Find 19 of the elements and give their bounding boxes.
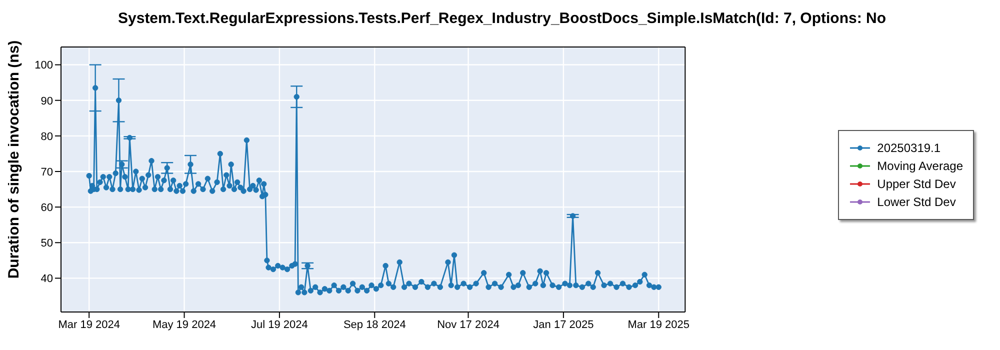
x-tick-label: Sep 18 2024 [343, 318, 406, 331]
legend-label: Moving Average [877, 159, 963, 173]
x-tick-label: Mar 19 2024 [58, 318, 120, 331]
y-tick-label: 60 [40, 202, 53, 214]
chart-title: System.Text.RegularExpressions.Tests.Perf_Regex_Industry_BoostDocs_Simple.IsMatch(Id: 7, Options: No [118, 10, 886, 27]
x-tick-label: Jan 17 2025 [533, 318, 594, 331]
x-tick-label: May 19 2024 [152, 318, 216, 331]
y-tick-label: 70 [40, 166, 53, 178]
x-tick-label: Mar 19 2025 [628, 318, 690, 331]
y-tick-label: 90 [40, 95, 53, 108]
x-tick-label: Jul 19 2024 [251, 318, 308, 331]
legend-label: Upper Std Dev [877, 177, 956, 191]
legend-label: Lower Std Dev [877, 195, 956, 209]
x-tick-label: Nov 17 2024 [437, 318, 500, 331]
legend-label: 20250319.1 [877, 141, 941, 155]
y-tick-label: 50 [40, 238, 53, 250]
y-tick-label: 100 [34, 60, 53, 72]
y-tick-label: 40 [40, 273, 53, 286]
y-tick-label: 80 [40, 130, 53, 143]
